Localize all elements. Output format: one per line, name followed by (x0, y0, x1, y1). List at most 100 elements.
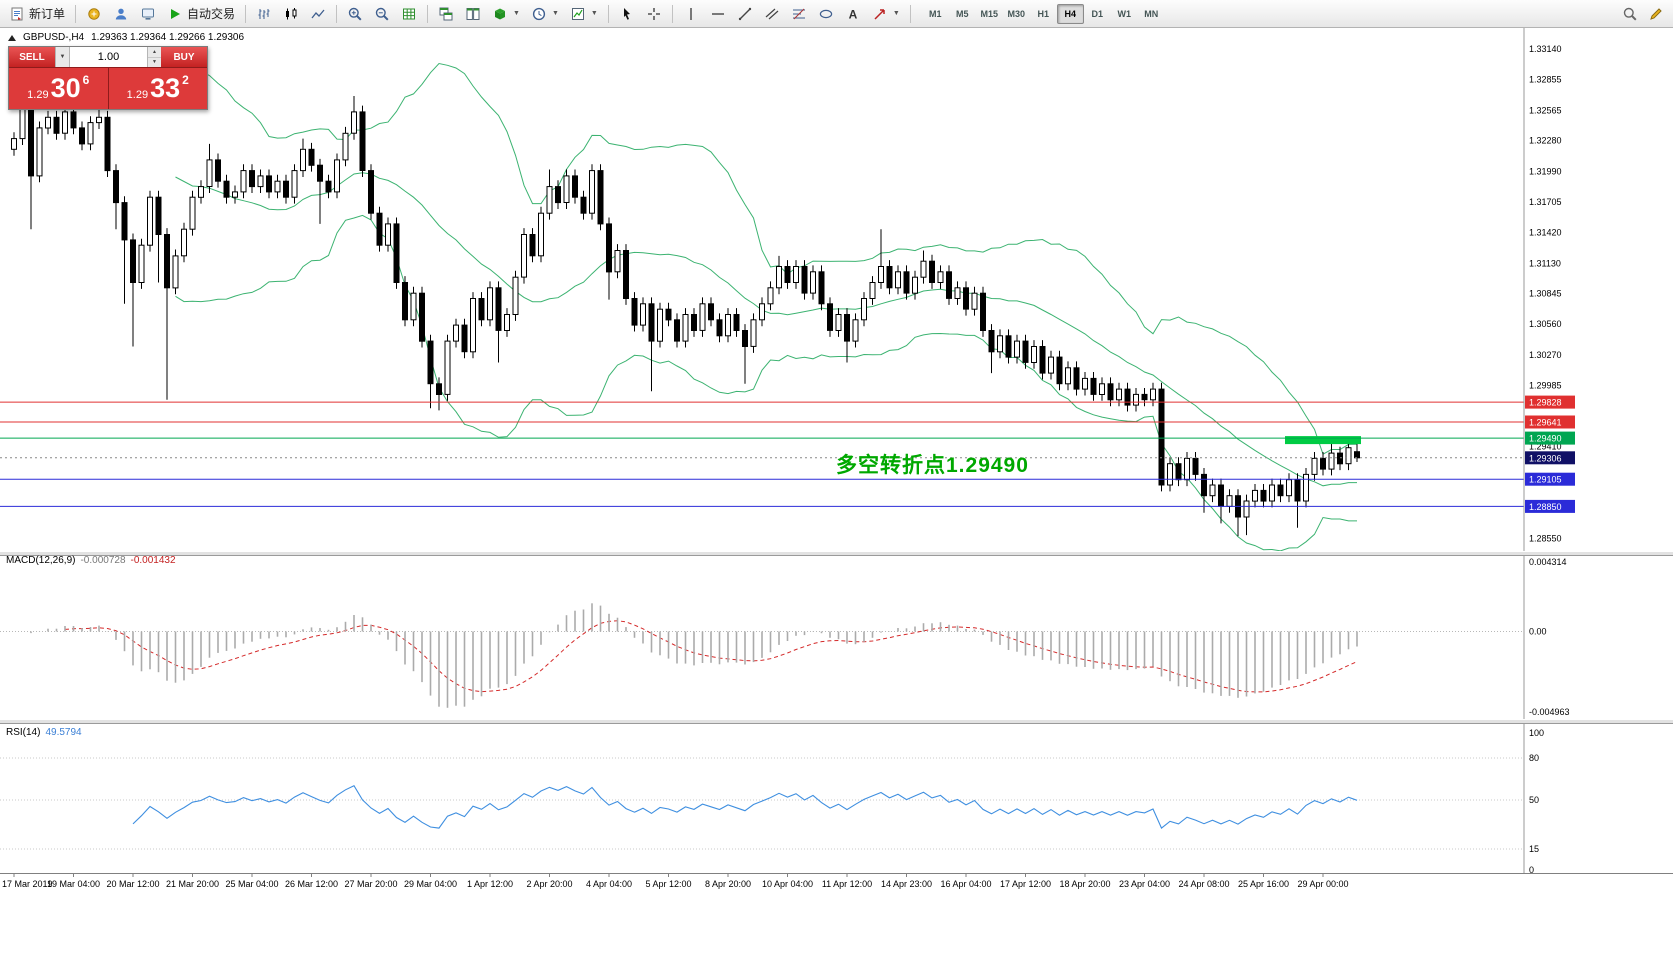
svg-text:1.30845: 1.30845 (1529, 289, 1562, 299)
channel-button[interactable] (759, 3, 785, 25)
svg-text:1.29105: 1.29105 (1529, 475, 1562, 485)
line-chart-button[interactable] (305, 3, 331, 25)
macd-name: MACD(12,26,9) (6, 555, 76, 566)
candles-layer (11, 96, 1360, 537)
buy-button[interactable]: BUY (161, 47, 207, 67)
rsi-panel-splitter[interactable] (0, 719, 1673, 724)
svg-text:16 Apr 04:00: 16 Apr 04:00 (940, 879, 991, 889)
timeframe-mn-button[interactable]: MN (1144, 8, 1159, 19)
svg-text:1.29985: 1.29985 (1529, 380, 1562, 390)
terminal-button[interactable] (135, 3, 161, 25)
rsi-value: 49.5794 (45, 727, 82, 738)
price-tag-1.28850[interactable] (1525, 499, 1575, 513)
shapes-ellipse-icon (819, 9, 833, 18)
template-button[interactable]: ▼ (565, 3, 603, 25)
candlestick-chart-button[interactable] (278, 3, 304, 25)
svg-text:14 Apr 23:00: 14 Apr 23:00 (881, 879, 932, 889)
timeframe-d1-button[interactable]: D1 (1091, 8, 1104, 19)
timeframe-h1-button[interactable]: H1 (1037, 8, 1050, 19)
timeframe-h4-button[interactable]: H4 (1056, 3, 1084, 24)
buy-price-tile[interactable]: 1.29 33 2 (108, 68, 207, 109)
volume-dropdown-button[interactable]: ▼ (55, 47, 70, 67)
buy-price-big: 33 (150, 73, 181, 103)
horizontal-lines[interactable] (0, 401, 1524, 507)
svg-text:1.30560: 1.30560 (1529, 319, 1562, 329)
zoom-out-button[interactable] (369, 3, 395, 25)
svg-text:25 Apr 16:00: 25 Apr 16:00 (1238, 879, 1289, 889)
navigator-button[interactable] (108, 3, 134, 25)
zoom-in-button[interactable] (342, 3, 368, 25)
price-tag-1.29105[interactable] (1525, 472, 1575, 486)
volume-stepper: ▲ ▼ (147, 47, 161, 67)
chart-canvas[interactable]: 1.33140 1.32855 1.32565 1.32280 1.31990 1.317… (0, 28, 1673, 955)
vertical-line-button[interactable] (678, 3, 704, 25)
timeframe-w1-button[interactable]: W1 (1117, 8, 1132, 19)
price-axis[interactable]: 1.33140 1.32855 1.32565 1.32280 1.31990 1.317… (1523, 28, 1575, 873)
profiles-button[interactable] (81, 3, 107, 25)
add-indicator-button[interactable]: ▼ (487, 3, 525, 25)
svg-text:1.29641: 1.29641 (1529, 418, 1562, 428)
cursor-button[interactable] (614, 3, 640, 25)
svg-text:1.29828: 1.29828 (1529, 398, 1562, 408)
volume-up-button[interactable]: ▲ (148, 47, 161, 58)
search-button[interactable] (1617, 3, 1643, 25)
price-tag-1.29828[interactable] (1525, 395, 1575, 409)
edit-button[interactable] (1643, 3, 1669, 25)
tile-windows-button[interactable] (460, 3, 486, 25)
svg-text:1.31705: 1.31705 (1529, 197, 1562, 207)
autotrading-button[interactable]: 自动交易 (162, 3, 240, 25)
timeframe-m30-button[interactable]: M30 (1007, 8, 1026, 19)
timeframe-m15-button[interactable]: M15 (980, 8, 999, 19)
rsi-name: RSI(14) (6, 727, 41, 738)
svg-text:17 Mar 2019: 17 Mar 2019 (2, 879, 53, 889)
toolbar-separator (336, 4, 338, 23)
arrows-button[interactable]: ▼ (867, 3, 905, 25)
buy-price-prefix: 1.29 (126, 89, 149, 101)
volume-down-button[interactable]: ▼ (148, 57, 161, 67)
trendline-button[interactable] (732, 3, 758, 25)
macd-panel-splitter[interactable] (0, 551, 1673, 556)
fibonacci-button[interactable] (786, 3, 812, 25)
crosshair-button[interactable] (641, 3, 667, 25)
volume-input[interactable]: 1.00 (70, 47, 147, 67)
period-clock-button[interactable]: ▼ (526, 3, 564, 25)
bar-chart-button[interactable] (251, 3, 277, 25)
highlight-box[interactable] (1285, 436, 1361, 445)
svg-text:1.32280: 1.32280 (1529, 136, 1562, 146)
timeframe-toolbar: M1 M5 M15 M30 H1 H4 D1 W1 MN (922, 3, 1165, 24)
svg-text:20 Mar 12:00: 20 Mar 12:00 (106, 879, 159, 889)
horizontal-line-button[interactable] (705, 3, 731, 25)
tile-windows-icon (466, 7, 480, 20)
grid-button[interactable] (396, 3, 422, 25)
toolbar-separator (607, 4, 609, 23)
price-tag-1.29306[interactable] (1525, 451, 1575, 465)
candlestick-chart-icon (286, 7, 297, 19)
sell-price-sup: 6 (82, 73, 90, 87)
svg-text:1.31990: 1.31990 (1529, 167, 1562, 177)
new-order-button[interactable]: 新订单 (4, 3, 70, 25)
autotrading-play-icon (171, 8, 181, 19)
chevron-down-icon: ▼ (513, 10, 520, 17)
sell-price-tile[interactable]: 1.29 30 6 (9, 68, 108, 109)
svg-text:1.32855: 1.32855 (1529, 74, 1562, 84)
toolbar-separator (427, 4, 429, 23)
price-tag-1.29490[interactable] (1525, 431, 1575, 445)
line-chart-icon (311, 9, 325, 18)
cascade-windows-button[interactable] (433, 3, 459, 25)
svg-text:1.31130: 1.31130 (1529, 258, 1561, 268)
timeframe-m1-button[interactable]: M1 (929, 8, 942, 19)
text-label-button[interactable]: A (840, 3, 866, 25)
price-tag-1.29641[interactable] (1525, 415, 1575, 429)
grid-icon (403, 8, 416, 19)
timeframe-m5-button[interactable]: M5 (956, 8, 969, 19)
shapes-button[interactable] (813, 3, 839, 25)
macd-main-value: -0.000728 (80, 555, 126, 566)
trendline-icon (738, 7, 752, 20)
cascade-windows-icon (439, 7, 453, 20)
svg-text:0.004314: 0.004314 (1529, 557, 1567, 567)
svg-text:2 Apr 20:00: 2 Apr 20:00 (526, 879, 572, 889)
sell-button[interactable]: SELL (9, 47, 55, 67)
zoom-out-icon (375, 7, 389, 21)
svg-text:1.29306: 1.29306 (1529, 453, 1562, 463)
